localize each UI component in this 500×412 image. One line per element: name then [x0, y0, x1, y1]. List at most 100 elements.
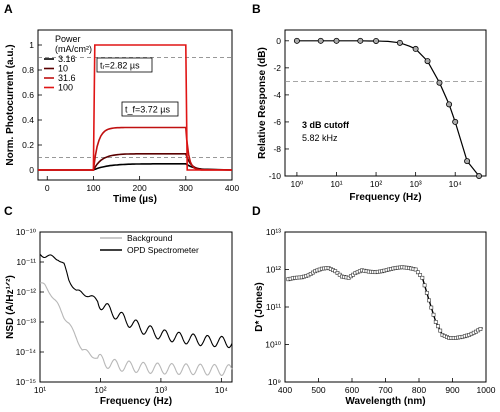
panel-d-frame [284, 231, 487, 383]
panel-a-fall-box [121, 101, 179, 117]
panel-c-ytick-label: 10⁻¹² [16, 287, 36, 297]
panel-d-point [420, 275, 425, 280]
panel-c-legend-item: OPD Spectrometer [127, 245, 199, 255]
panel-a-trace-100 [38, 44, 232, 171]
panel-a-ytick-label: 0.8 [22, 65, 34, 75]
panel-b-ytick-label: -2 [273, 63, 281, 73]
panel-a-y-axis-label: Norm. Photocurrent (a.u.) [5, 44, 16, 165]
panel-b-point [464, 158, 471, 165]
panel-b-point [373, 37, 380, 44]
panel-d-point [413, 267, 418, 272]
panel-d-ytick-label: 10⁹ [268, 377, 281, 387]
panel-a-ytick-label: 1 [29, 40, 34, 50]
panel-b-point [446, 101, 453, 108]
panel-b-point [436, 79, 443, 86]
panel-b-xtick-label: 10² [370, 179, 382, 189]
panel-c-ytick-label: 10⁻¹⁴ [16, 347, 37, 357]
panel-d-ytick-label: 10¹³ [266, 227, 281, 237]
panel-b-cutoff-value: 5.82 kHz [302, 133, 338, 143]
panel-a-legend-title: Power [55, 34, 81, 44]
panel-b-xtick-label: 10¹ [330, 179, 342, 189]
panel-d-ytick-label: 10¹¹ [266, 302, 281, 312]
panel-b-point [333, 37, 340, 44]
panel-b-y-axis-label: Relative Response (dB) [257, 47, 268, 159]
panel-d-point [424, 290, 429, 295]
panel-d-y-axis-label: D* (Jones) [254, 282, 265, 331]
panel-b-response-line [296, 40, 480, 177]
panel-a-rise-box [96, 57, 153, 73]
panel-d-point [438, 328, 443, 333]
panel-c-legend-item: Background [127, 233, 173, 243]
panel-c-frame [39, 231, 233, 383]
panel-b-point [357, 37, 364, 44]
panel-b-point [476, 172, 483, 179]
panel-d-xtick-label: 500 [311, 385, 325, 395]
panel-b-ytick-label: -6 [273, 117, 281, 127]
panel-b-ytick-label: 0 [276, 36, 281, 46]
panel-label-b: B [252, 2, 261, 16]
panel-b-frame [284, 29, 487, 177]
panel-a-legend-item: 10 [58, 64, 68, 74]
panel-c-ytick-label: 10⁻¹¹ [16, 257, 36, 267]
panel-d-xtick-label: 1000 [477, 385, 496, 395]
panel-a-fall-annotation: t_f=3.72 µs [125, 105, 170, 115]
panel-d-point [418, 273, 423, 277]
panel-d-detectivity-line [288, 266, 483, 339]
panel-a-legend-item: 31.6 [58, 73, 76, 83]
panel-c-ytick-label: 10⁻¹⁰ [16, 227, 37, 237]
panel-a-rise-annotation: tᵣ=2.82 µs [100, 61, 140, 71]
panel-b-ytick-label: -10 [269, 171, 282, 181]
panel-b-point [293, 37, 300, 44]
panel-d-point [433, 320, 438, 324]
panel-label-c: C [4, 204, 13, 218]
panel-c-xtick-label: 10¹ [34, 385, 46, 395]
panel-label-a: A [4, 2, 13, 16]
panel-b-xtick-label: 10⁴ [449, 179, 462, 189]
panel-a-frame [37, 29, 233, 181]
panel-b-x-axis-label: Frequency (Hz) [349, 192, 421, 203]
panel-a-x-axis-label: Time (µs) [113, 194, 157, 205]
panel-d-point [422, 283, 427, 288]
panel-a-ytick-label: 0.6 [22, 90, 34, 100]
panel-b-xtick-label: 10⁰ [290, 179, 303, 189]
panel-label-d: D [252, 204, 261, 218]
panel-b-point [452, 118, 459, 125]
panel-d-point [427, 298, 431, 303]
panel-b-ytick-label: -8 [273, 144, 281, 154]
panel-b-point [424, 58, 431, 65]
panel-c-y-axis-label: NSD (A/Hz¹ᐟ²) [5, 275, 16, 339]
panel-c-xtick-label: 10² [94, 385, 106, 395]
panel-c-x-axis-label: Frequency (Hz) [100, 396, 172, 407]
panel-a-legend-item: 100 [58, 83, 73, 93]
panel-a-ytick-label: 0 [29, 165, 34, 175]
panel-c-xtick-label: 10⁴ [215, 385, 228, 395]
panel-d-ytick-label: 10¹⁰ [265, 340, 281, 350]
panel-d-ytick-label: 10¹² [266, 265, 281, 275]
panel-d-xtick-label: 700 [378, 385, 392, 395]
panel-a-ytick-label: 0.4 [22, 115, 34, 125]
panel-d-xtick-label: 600 [345, 385, 359, 395]
panel-b-cutoff-title: 3 dB cutoff [302, 120, 350, 130]
panel-b-point [317, 37, 324, 44]
panel-a-trace-10 [38, 153, 233, 171]
panel-d-x-axis-label: Wavelength (nm) [345, 396, 425, 407]
panel-a-xtick-label: 100 [86, 183, 100, 193]
panel-b-xtick-label: 10³ [409, 179, 421, 189]
panel-c-series-background [39, 282, 233, 376]
panel-b-point [412, 45, 419, 52]
panel-d-point [436, 324, 440, 329]
panel-d-xtick-label: 800 [412, 385, 426, 395]
panel-b-ytick-label: -4 [273, 90, 281, 100]
panel-c-ytick-label: 10⁻¹⁵ [16, 377, 36, 387]
panel-a-xtick-label: 400 [225, 183, 239, 193]
panel-d-xtick-label: 900 [445, 385, 459, 395]
panel-d-point [415, 270, 420, 275]
panel-b-point [396, 39, 403, 46]
panel-d-xtick-label: 400 [278, 385, 292, 395]
panel-d-point [478, 327, 483, 331]
panel-d-point [429, 305, 434, 310]
panel-a-xtick-label: 200 [133, 183, 147, 193]
panel-d-point [431, 312, 436, 317]
panel-a-legend-unit: (mA/cm²) [55, 44, 92, 54]
